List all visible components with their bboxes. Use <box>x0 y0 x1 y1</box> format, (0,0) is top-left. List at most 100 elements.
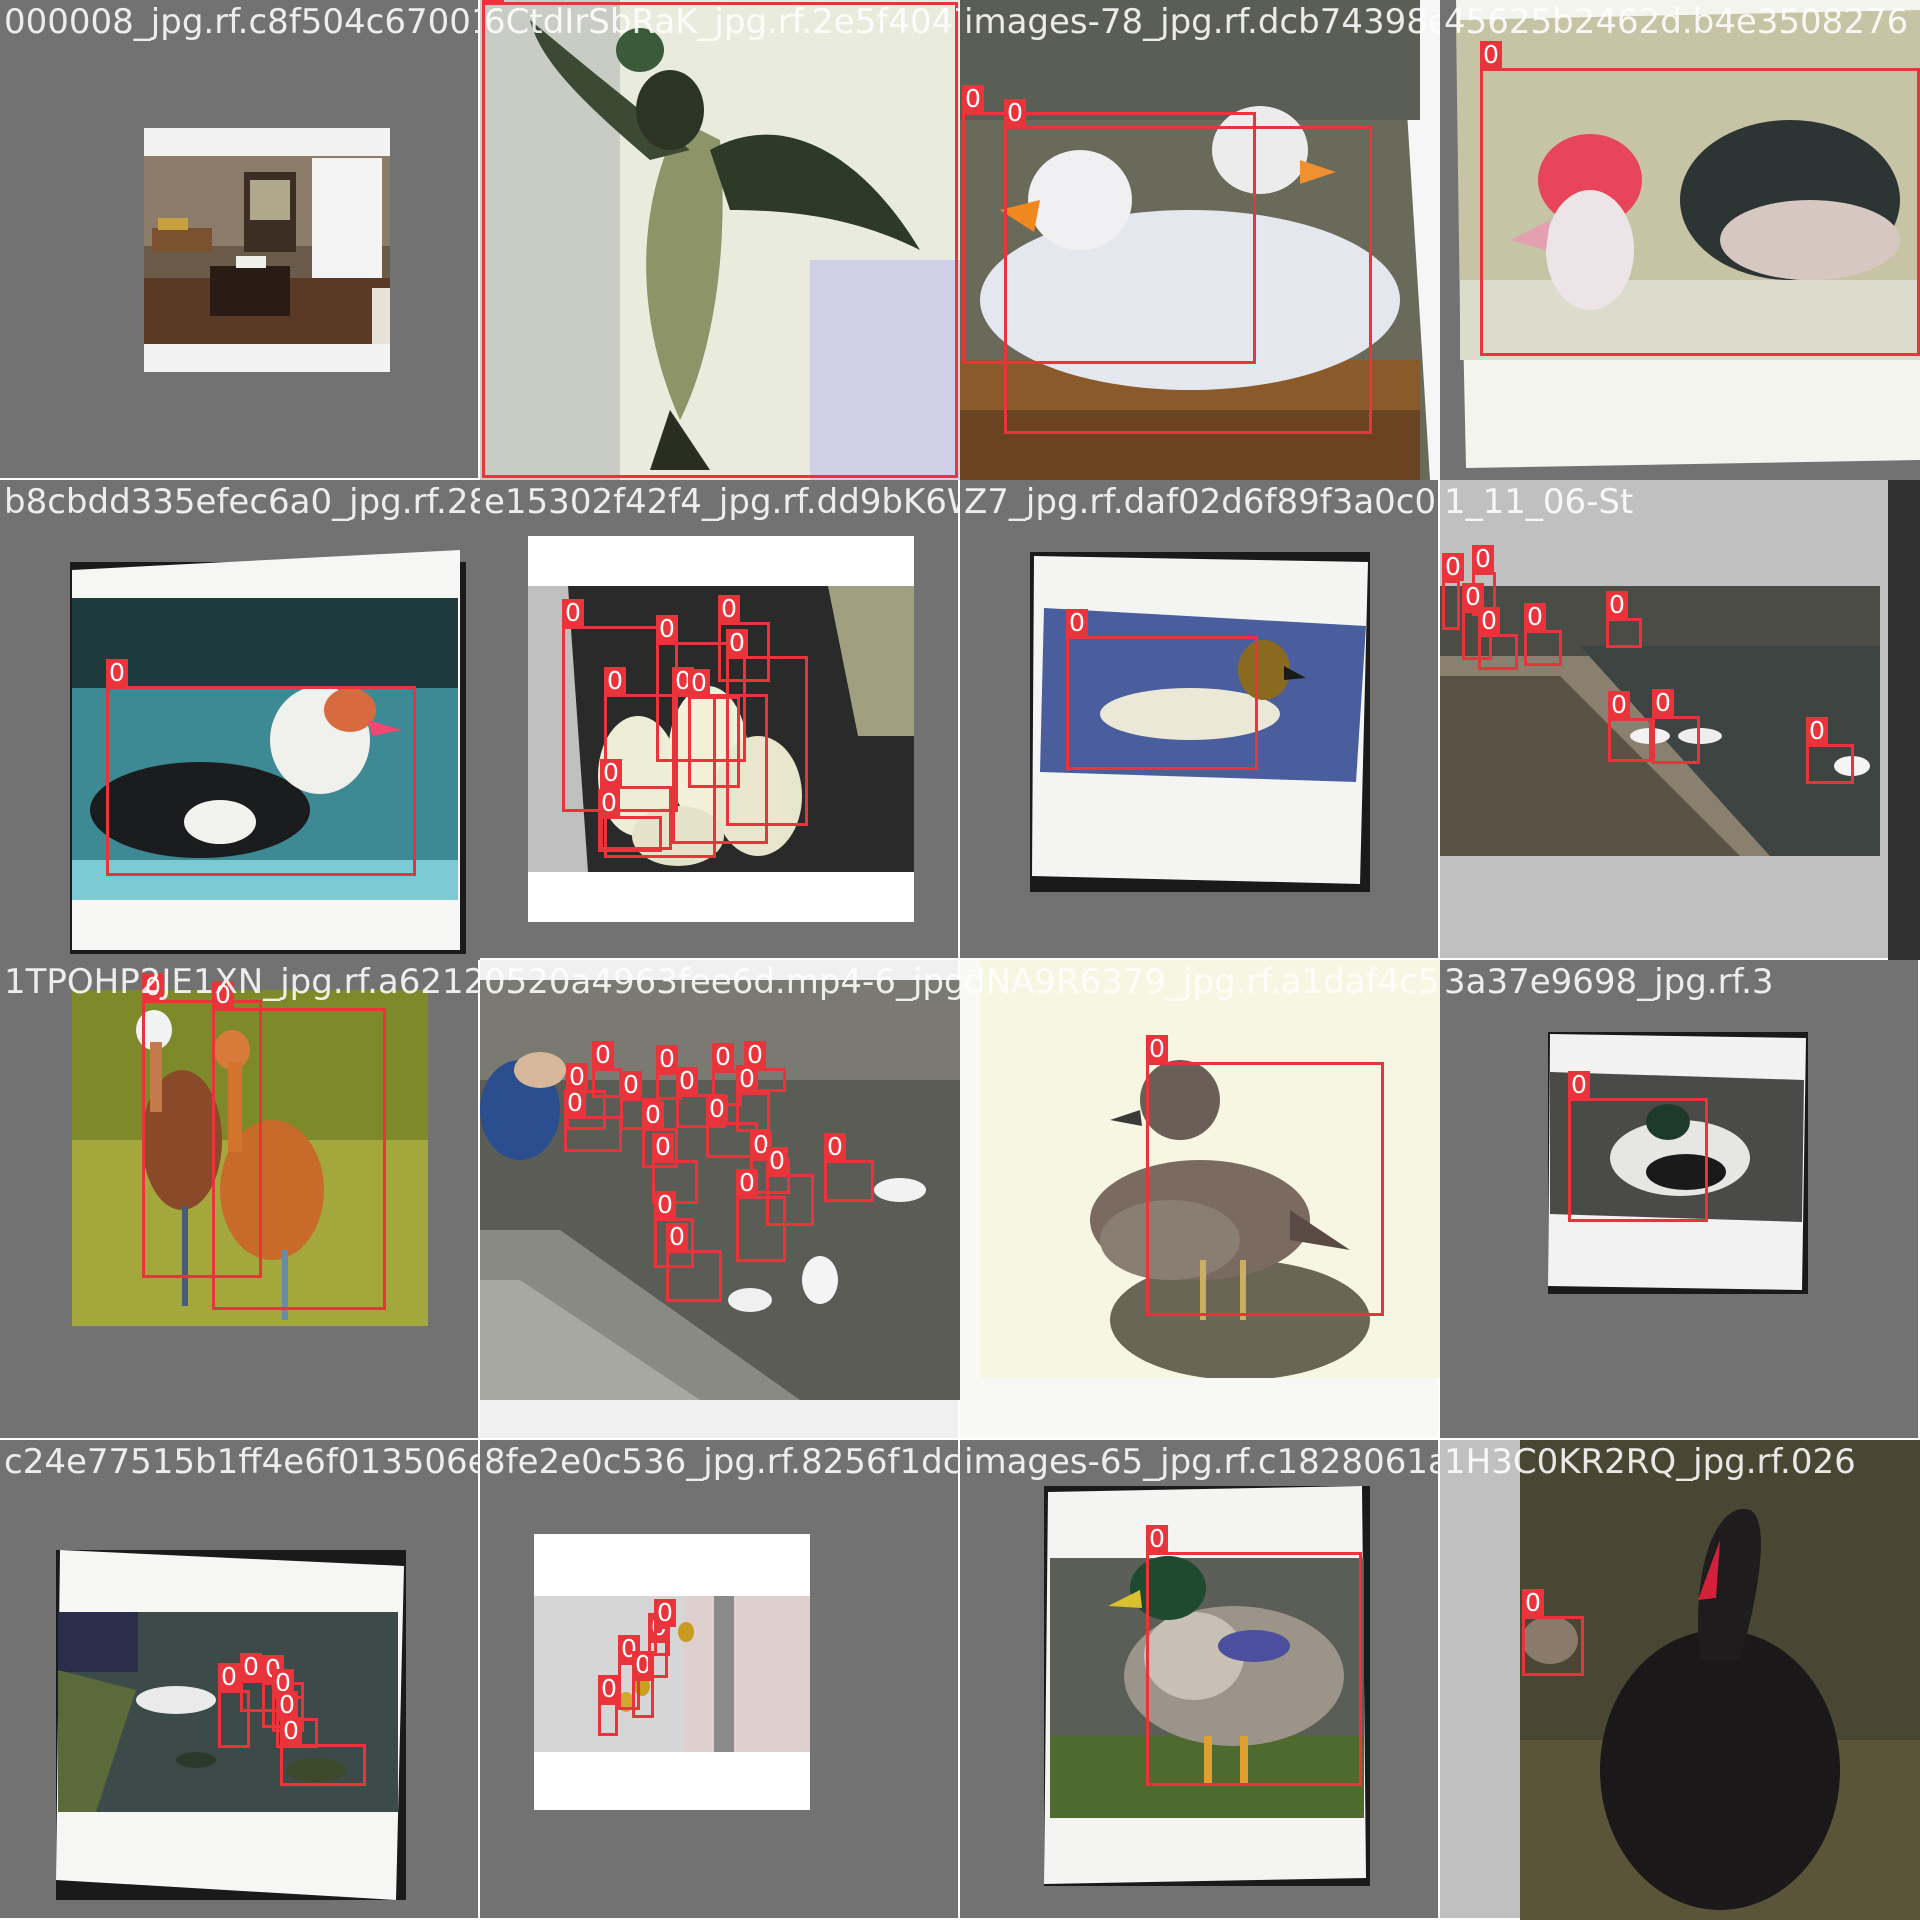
tile-photo <box>480 0 960 480</box>
mosaic-tile: 0 0 0 0 0 0 0 0 0 1_11_06-St <box>1440 480 1920 960</box>
class-label: 0 <box>1472 545 1494 573</box>
tile-photo <box>144 128 390 372</box>
class-label: 0 <box>598 789 620 817</box>
class-label: 0 <box>1606 591 1628 619</box>
image-filename: 3a37e9698_jpg.rf.3 <box>1444 962 1774 1002</box>
detection-box: 0 <box>106 659 416 876</box>
class-label: 0 <box>1568 1071 1590 1099</box>
mosaic-tile: 0 0 0 0 0 8fe2e0c536_jpg.rf.8256f1dc <box>480 1440 960 1920</box>
class-label: 0 <box>1806 717 1828 745</box>
class-label: 0 <box>654 1599 676 1627</box>
detection-box: 0 <box>1608 691 1652 762</box>
class-label: 0 <box>736 1169 758 1197</box>
class-label: 0 <box>654 1191 676 1219</box>
class-label: 0 <box>562 599 584 627</box>
mosaic-tile: 0 images-65_jpg.rf.c1828061a <box>960 1440 1440 1920</box>
class-label: 0 <box>824 1133 846 1161</box>
class-label: 0 <box>1462 583 1484 611</box>
class-label: 0 <box>212 981 234 1009</box>
detection-box: 0 <box>726 629 808 826</box>
class-label: 0 <box>142 973 164 1001</box>
class-label: 0 <box>656 1045 678 1073</box>
class-label: 0 <box>718 595 740 623</box>
mosaic-tile: 0 6CtdIrSbRaK_jpg.rf.2e5f40478576 <box>480 0 960 480</box>
image-filename: e15302f42f4_jpg.rf.dd9bK6W33EL9A <box>484 482 960 522</box>
class-label: 0 <box>1442 553 1464 581</box>
class-label: 0 <box>1066 609 1088 637</box>
detection-box: 0 <box>564 1089 622 1152</box>
tile-photo <box>1520 1440 1920 1920</box>
class-label: 0 <box>592 1041 614 1069</box>
detection-box: 0 <box>1146 1525 1362 1786</box>
mosaic-tile: 0 45625b2462d.b4e3508276 <box>1440 0 1920 480</box>
detection-box: 0 <box>212 981 386 1310</box>
mosaic-tile: 0 3a37e9698_jpg.rf.3 <box>1440 960 1920 1440</box>
class-label: 0 <box>1608 691 1630 719</box>
mosaic-tile: 0 0 0 0 0 0 c24e77515b1ff4e6f013506e8f39… <box>0 1440 480 1920</box>
detection-box: 0 <box>1480 41 1920 356</box>
class-label: 0 <box>600 759 622 787</box>
class-label: 0 <box>218 1663 240 1691</box>
image-filename: b8cbdd335efec6a0_jpg.rf.2888682 <box>4 482 480 522</box>
detection-box: 0 <box>1472 545 1496 616</box>
image-filename: c24e77515b1ff4e6f013506e8f3926 <box>4 1442 480 1482</box>
detection-box: 0 <box>1522 1589 1584 1676</box>
tile-photo <box>534 1534 810 1810</box>
detection-box: 0 <box>598 1675 620 1736</box>
detection-box: 0 <box>1442 553 1464 630</box>
mosaic-tile: 0 0 0 0 0 0 0 0 0 e15302f42f4_jpg.rf.dd9… <box>480 480 960 960</box>
detection-box: 0 <box>652 1133 698 1204</box>
detection-box: 0 <box>656 615 746 762</box>
class-label: 0 <box>656 615 678 643</box>
class-label: 0 <box>1004 99 1026 127</box>
class-label: 0 <box>240 1653 262 1681</box>
class-label: 0 <box>652 1133 674 1161</box>
image-filename: 6CtdIrSbRaK_jpg.rf.2e5f40478576 <box>484 2 960 42</box>
class-label: 0 <box>1146 1035 1168 1063</box>
class-label: 0 <box>1146 1525 1168 1553</box>
detection-box: 0 <box>654 1191 694 1268</box>
class-label: 0 <box>604 667 626 695</box>
detection-box: 0 <box>736 1169 786 1262</box>
class-label: 0 <box>280 1717 302 1745</box>
detection-box: 0 <box>1146 1035 1384 1316</box>
class-label: 0 <box>706 1095 728 1123</box>
class-label: 0 <box>620 1071 642 1099</box>
image-filename: 1_11_06-St <box>1444 482 1634 522</box>
mosaic-tile: 0 Z7_jpg.rf.daf02d6f89f3a0c06 <box>960 480 1440 960</box>
detection-box: 0 <box>688 669 740 788</box>
tile-photo <box>0 480 480 960</box>
class-label: 0 <box>1522 1589 1544 1617</box>
detection-box: 0 <box>736 1065 770 1132</box>
class-label: 0 <box>1524 603 1546 631</box>
detection-box: 0 <box>744 1041 786 1092</box>
class-label: 0 <box>766 1147 788 1175</box>
class-label: 0 <box>642 1101 664 1129</box>
detection-box: 0 <box>598 789 662 852</box>
detection-box: 0 <box>280 1717 366 1786</box>
detection-box: 0 <box>766 1147 814 1226</box>
class-label: 0 <box>106 659 128 687</box>
detection-box: 0 <box>654 1599 676 1656</box>
detection-box: 0 <box>1004 99 1372 434</box>
detection-box: 0 <box>1806 717 1854 784</box>
image-filename: 45625b2462d.b4e3508276 <box>1444 2 1909 42</box>
mosaic-tile: 000008_jpg.rf.c8f504c6700163d9061691fa <box>0 0 480 480</box>
mosaic-tile: 0 0 0 0 0 0 0 0 0 0 0 0 0 0 0 0 0 0 0520… <box>480 960 960 1440</box>
image-filename: images-65_jpg.rf.c1828061a <box>964 1442 1440 1482</box>
detection-box: 0 <box>482 0 958 478</box>
detection-box: 0 <box>566 1063 606 1130</box>
class-label: 0 <box>1480 41 1502 69</box>
detection-box: 0 <box>1478 607 1518 670</box>
class-label: 0 <box>688 669 710 697</box>
tile-photo <box>1044 1486 1370 1886</box>
detection-box: 0 <box>1652 689 1700 764</box>
tile-photo <box>980 960 1440 1378</box>
image-filename: 8fe2e0c536_jpg.rf.8256f1dc <box>484 1442 960 1482</box>
class-label: 0 <box>676 1067 698 1095</box>
tile-photo <box>960 0 1440 480</box>
image-filename: 1H3C0KR2RQ_jpg.rf.026 <box>1444 1442 1856 1482</box>
class-label: 0 <box>598 1675 620 1703</box>
class-label: 0 <box>666 1223 688 1251</box>
detection-box: 0 <box>1524 603 1562 666</box>
